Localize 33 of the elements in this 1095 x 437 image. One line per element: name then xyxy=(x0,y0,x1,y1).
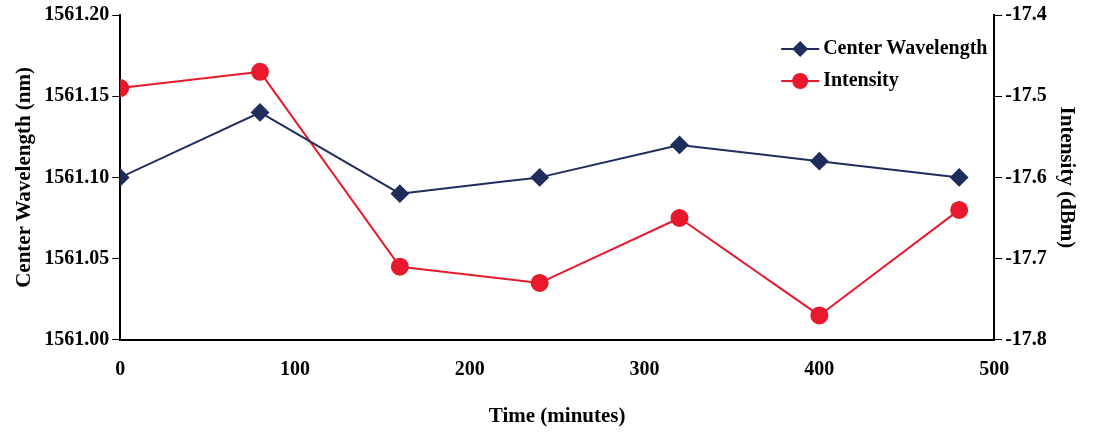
y2-tick-label: -17.6 xyxy=(1005,164,1047,187)
point xyxy=(670,209,689,227)
x-tick-label: 300 xyxy=(629,356,660,379)
y-axis-title: Center Wavelength (nm) xyxy=(11,66,36,288)
y-tick-label: 1561.15 xyxy=(44,83,110,106)
y2-tick-label: -17.8 xyxy=(1005,326,1047,349)
y2-tick-label: -17.4 xyxy=(1005,2,1047,25)
y2-tick-label: -17.5 xyxy=(1005,83,1047,106)
y2-tick-label: -17.7 xyxy=(1005,245,1047,268)
legend-label: Intensity xyxy=(823,68,899,92)
point xyxy=(530,273,549,292)
point xyxy=(810,306,829,325)
point xyxy=(390,257,409,276)
y-tick-label: 1561.05 xyxy=(44,245,110,268)
x-tick-label: 200 xyxy=(454,356,485,379)
x-tick-label: 100 xyxy=(279,356,310,379)
point xyxy=(950,168,969,187)
x-tick-label: 500 xyxy=(979,356,1010,379)
legend-label: Center Wavelength xyxy=(823,36,988,60)
point xyxy=(251,62,270,81)
x-tick-label: 0 xyxy=(115,356,126,379)
y-tick-label: 1561.00 xyxy=(44,326,110,349)
point xyxy=(251,103,270,122)
y-tick-label: 1561.10 xyxy=(44,164,110,187)
point xyxy=(670,135,689,154)
point xyxy=(390,184,409,203)
y-tick-label: 1561.20 xyxy=(44,2,110,25)
point xyxy=(530,168,549,187)
y2-axis-title: Intensity (dBm) xyxy=(1055,106,1080,249)
x-tick-label: 400 xyxy=(804,356,835,379)
point xyxy=(950,200,969,219)
point xyxy=(810,152,829,171)
x-axis-title: Time (minutes) xyxy=(488,402,626,427)
